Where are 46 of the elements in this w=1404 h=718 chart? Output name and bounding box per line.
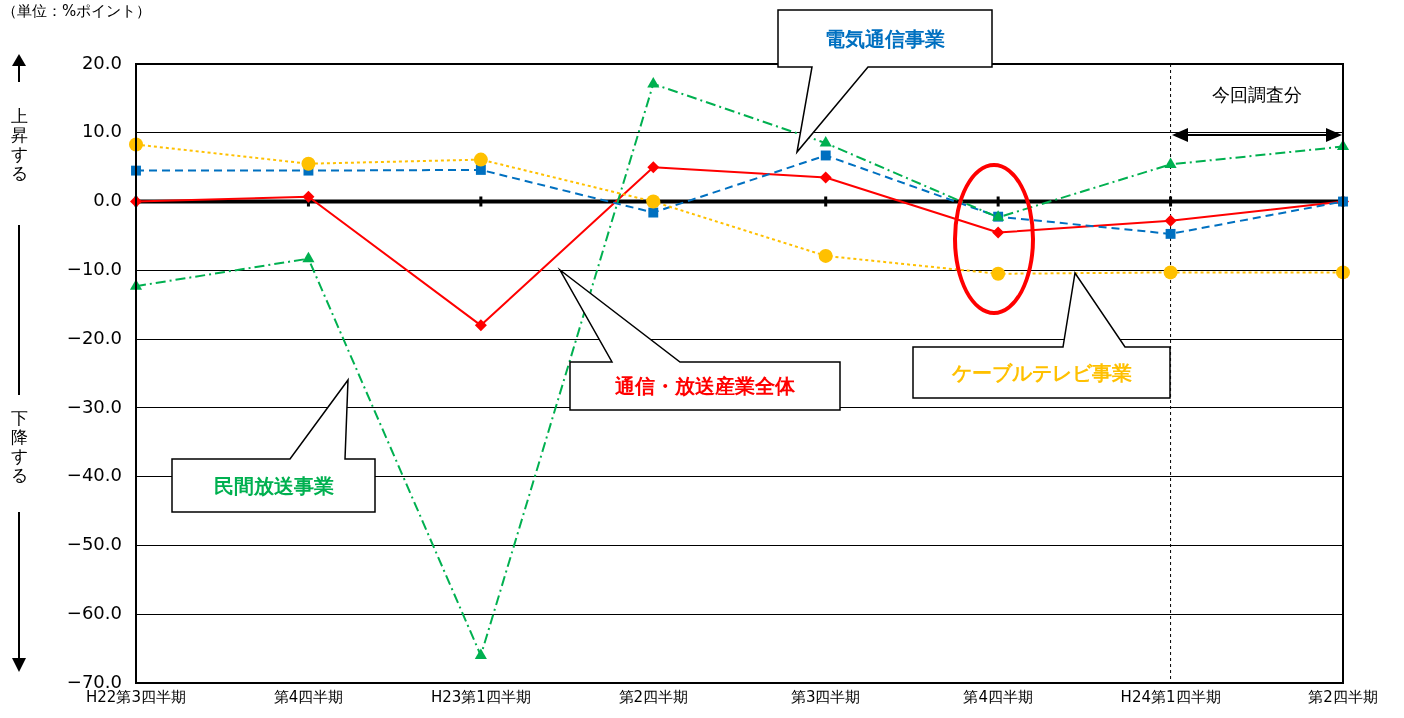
- annotation: 今回調査分: [1212, 83, 1302, 105]
- text: 電気通信事業: [825, 26, 945, 51]
- y-tick-label: −20.0: [66, 326, 122, 348]
- x-tick-label: 第4四半期: [963, 687, 1033, 706]
- y-tick-label: −30.0: [66, 395, 122, 417]
- y-tick-label: −60.0: [66, 601, 122, 623]
- point: [474, 319, 487, 332]
- point: [820, 150, 831, 161]
- point: [302, 251, 315, 263]
- point: [818, 248, 833, 263]
- x-tick-label: 第4四半期: [273, 687, 344, 706]
- point: [819, 136, 832, 147]
- y-tick-label: −50.0: [66, 533, 122, 555]
- text: 下降する: [10, 408, 28, 486]
- point: [475, 164, 486, 175]
- point: [1163, 265, 1178, 280]
- point: [819, 171, 832, 184]
- point: [1164, 157, 1177, 168]
- y-tick-label: −10.0: [66, 258, 122, 280]
- point: [473, 152, 488, 167]
- y-tick-label: 10.0: [81, 120, 122, 142]
- point: [474, 648, 487, 659]
- text: ケーブルテレビ事業: [950, 360, 1132, 385]
- y-tick-label: 20.0: [81, 51, 122, 73]
- x-tick-label: 第2四半期: [618, 687, 689, 706]
- point: [647, 76, 660, 88]
- point: [646, 194, 661, 209]
- point: [648, 207, 659, 218]
- point: [301, 156, 316, 171]
- text: 通信・放送産業全体: [614, 374, 796, 399]
- text: 民間放送事業: [213, 473, 334, 498]
- y-tick-label: 0.0: [93, 189, 122, 211]
- text: （単位：%ポイント）: [2, 1, 152, 20]
- x-tick-label: 第3四半期: [790, 687, 861, 706]
- point: [302, 190, 315, 203]
- point: [1164, 214, 1177, 227]
- point: [647, 161, 660, 174]
- point: [992, 226, 1005, 239]
- x-tick-label: 第2四半期: [1308, 687, 1378, 706]
- point: [991, 266, 1006, 281]
- x-tick-label: H22第3四半期: [86, 687, 186, 706]
- text: 上昇する: [10, 106, 28, 184]
- y-tick-label: −40.0: [66, 464, 122, 486]
- x-tick-label: H24第1四半期: [1120, 687, 1221, 706]
- x-tick-label: H23第1四半期: [430, 687, 531, 706]
- point: [1165, 228, 1176, 239]
